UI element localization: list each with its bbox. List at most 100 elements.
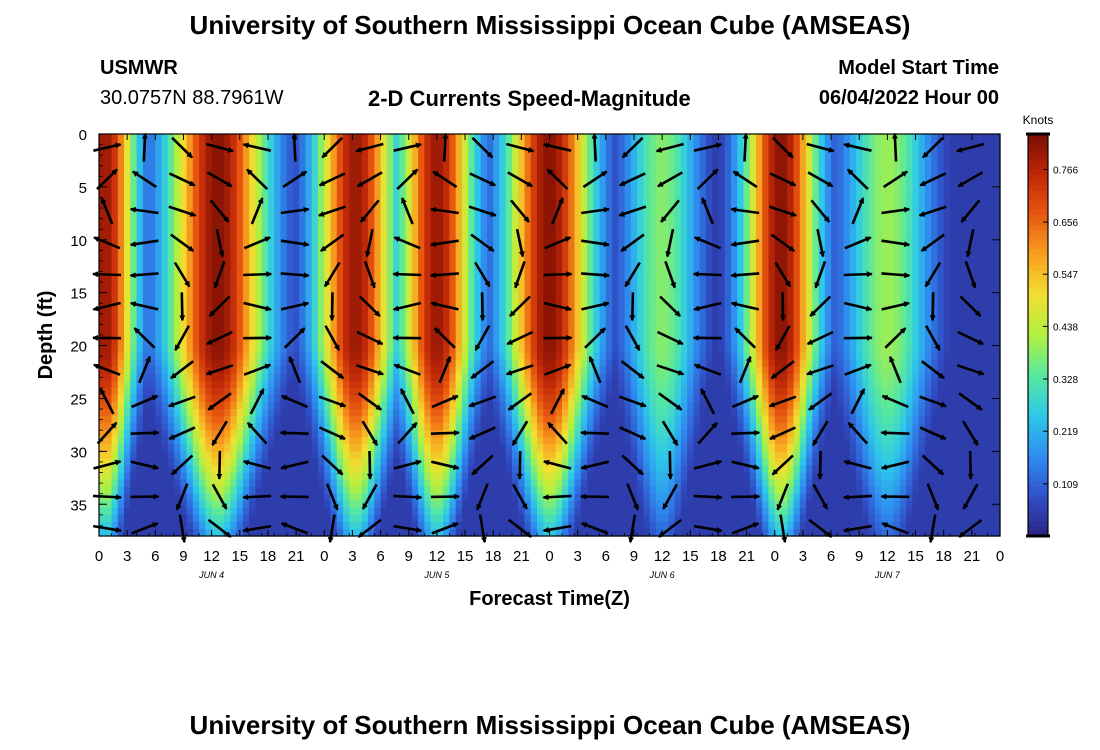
- heatmap-cell: [180, 260, 188, 269]
- heatmap-cell: [393, 394, 400, 403]
- heatmap-cell: [562, 472, 569, 481]
- heatmap-cell: [493, 324, 501, 333]
- heatmap-cell: [311, 134, 319, 142]
- heatmap-cell: [130, 451, 138, 460]
- heatmap-cell: [449, 239, 457, 248]
- heatmap-cell: [474, 423, 482, 431]
- heatmap-cell: [461, 176, 469, 184]
- heatmap-cell: [399, 211, 407, 220]
- heatmap-cell: [505, 289, 513, 297]
- heatmap-cell: [305, 246, 313, 255]
- heatmap-cell: [136, 303, 144, 311]
- heatmap-cell: [280, 479, 288, 488]
- heatmap-cell: [543, 162, 551, 170]
- heatmap-cell: [474, 338, 482, 347]
- heatmap-cell: [192, 528, 200, 537]
- heatmap-cell: [368, 394, 375, 403]
- heatmap-cell: [205, 197, 213, 206]
- heatmap-cell: [161, 366, 169, 375]
- heatmap-cell: [368, 162, 375, 170]
- heatmap-cell: [374, 253, 382, 262]
- heatmap-cell: [330, 472, 338, 481]
- heatmap-cell: [536, 162, 544, 170]
- heatmap-cell: [543, 507, 551, 516]
- heatmap-cell: [224, 239, 231, 248]
- heatmap-cell: [124, 310, 131, 318]
- heatmap-cell: [499, 437, 507, 445]
- heatmap-cell: [311, 275, 319, 283]
- heatmap-cell: [562, 430, 569, 438]
- heatmap-cell: [555, 458, 563, 467]
- heatmap-cell: [530, 275, 538, 283]
- heatmap-cell: [536, 387, 544, 396]
- heatmap-cell: [149, 387, 156, 396]
- heatmap-cell: [637, 239, 644, 248]
- heatmap-cell: [255, 275, 263, 283]
- heatmap-cell: [418, 268, 425, 276]
- heatmap-cell: [274, 176, 282, 184]
- heatmap-cell: [568, 183, 576, 192]
- heatmap-cell: [130, 246, 138, 255]
- heatmap-cell: [536, 148, 544, 156]
- heatmap-cell: [305, 260, 313, 269]
- heatmap-cell: [474, 486, 482, 495]
- heatmap-cell: [111, 239, 119, 248]
- heatmap-cell: [605, 352, 613, 361]
- heatmap-cell: [405, 338, 413, 347]
- heatmap-cell: [130, 197, 138, 206]
- heatmap-cell: [593, 380, 601, 389]
- heatmap-cell: [155, 246, 163, 255]
- heatmap-cell: [455, 500, 463, 509]
- heatmap-cell: [405, 373, 413, 382]
- heatmap-cell: [361, 289, 369, 297]
- heatmap-cell: [455, 246, 463, 255]
- heatmap-cell: [267, 366, 275, 375]
- heatmap-cell: [536, 169, 544, 177]
- heatmap-cell: [411, 289, 419, 297]
- heatmap-cell: [543, 275, 551, 283]
- heatmap-cell: [449, 134, 457, 142]
- heatmap-cell: [486, 514, 494, 523]
- heatmap-cell: [180, 500, 188, 509]
- heatmap-cell: [418, 521, 425, 530]
- heatmap-cell: [149, 472, 156, 481]
- heatmap-cell: [530, 486, 538, 495]
- heatmap-cell: [130, 423, 138, 431]
- heatmap-cell: [399, 183, 407, 192]
- heatmap-cell: [593, 507, 601, 516]
- heatmap-cell: [399, 366, 407, 375]
- heatmap-cell: [311, 514, 319, 523]
- heatmap-cell: [324, 486, 332, 495]
- heatmap-cell: [443, 366, 450, 375]
- heatmap-cell: [368, 211, 375, 220]
- heatmap-cell: [386, 253, 394, 262]
- heatmap-cell: [630, 423, 638, 431]
- heatmap-cell: [299, 521, 307, 530]
- heatmap-cell: [249, 225, 257, 234]
- heatmap-cell: [587, 260, 594, 269]
- heatmap-cell: [330, 402, 338, 410]
- heatmap-cell: [105, 155, 113, 163]
- heatmap-cell: [336, 331, 344, 340]
- heatmap-cell: [543, 155, 551, 163]
- heatmap-cell: [286, 148, 294, 156]
- heatmap-cell: [286, 317, 294, 326]
- heatmap-cell: [136, 507, 144, 516]
- heatmap-cell: [274, 246, 282, 255]
- heatmap-cell: [136, 486, 144, 495]
- heatmap-cell: [593, 268, 601, 276]
- heatmap-cell: [155, 317, 163, 326]
- heatmap-cell: [393, 472, 400, 481]
- heatmap-cell: [518, 500, 526, 509]
- heatmap-cell: [593, 528, 601, 537]
- heatmap-cell: [174, 352, 181, 361]
- heatmap-cell: [349, 493, 357, 502]
- heatmap-cell: [374, 289, 382, 297]
- heatmap-cell: [411, 500, 419, 509]
- heatmap-cell: [174, 409, 181, 417]
- heatmap-cell: [230, 416, 238, 424]
- heatmap-cell: [461, 507, 469, 516]
- heatmap-cell: [536, 260, 544, 269]
- heatmap-cell: [368, 253, 375, 262]
- heatmap-cell: [637, 493, 644, 502]
